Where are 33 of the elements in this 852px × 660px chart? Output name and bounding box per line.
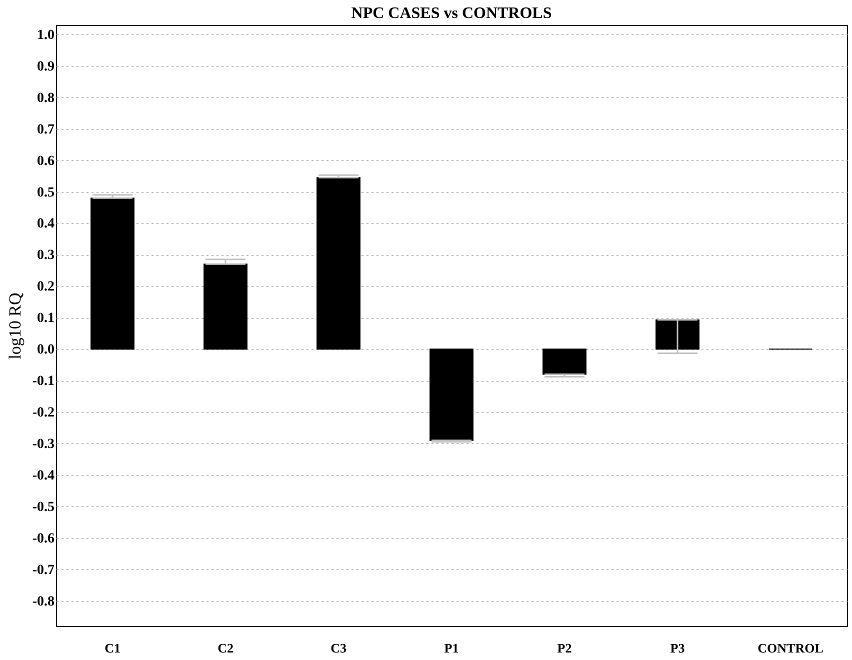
y-tick-label: 0.1 bbox=[37, 311, 54, 326]
x-tick-label: P3 bbox=[670, 640, 686, 656]
bar bbox=[430, 348, 474, 441]
y-tick-label: -0.1 bbox=[32, 374, 54, 390]
y-tick-label: 0.4 bbox=[37, 216, 54, 232]
bar bbox=[90, 198, 134, 350]
x-tick-label: CONTROL bbox=[758, 640, 824, 656]
x-tick-label: C1 bbox=[104, 640, 120, 656]
y-tick-label: -0.6 bbox=[32, 531, 54, 546]
x-tick-label: P1 bbox=[444, 640, 459, 656]
y-tick-label: 0.6 bbox=[37, 154, 54, 169]
chart-title: NPC CASES vs CONTROLS bbox=[351, 5, 552, 22]
x-tick-label: C3 bbox=[330, 640, 347, 656]
y-tick-label: -0.5 bbox=[32, 500, 54, 515]
y-tick-label: 0.3 bbox=[37, 248, 54, 264]
x-tick-label: C2 bbox=[218, 640, 234, 656]
bar bbox=[204, 264, 248, 350]
y-tick-label: 0.0 bbox=[37, 342, 54, 358]
y-tick-label: -0.7 bbox=[32, 562, 54, 578]
y-tick-label: 0.7 bbox=[37, 122, 54, 138]
x-tick-label: P2 bbox=[557, 640, 572, 656]
y-tick-label: 1.0 bbox=[37, 28, 54, 43]
y-tick-label: -0.2 bbox=[32, 406, 54, 421]
y-axis-title: log10 RQ bbox=[5, 292, 24, 360]
y-tick-label: -0.3 bbox=[32, 436, 54, 452]
bar bbox=[542, 348, 586, 375]
bar bbox=[316, 177, 360, 350]
y-tick-label: 0.5 bbox=[37, 185, 54, 200]
y-tick-label: 0.2 bbox=[37, 280, 54, 295]
y-tick-label: 0.9 bbox=[37, 59, 54, 74]
y-tick-label: 0.8 bbox=[37, 90, 54, 106]
y-tick-label: -0.4 bbox=[32, 468, 54, 484]
y-tick-label: -0.8 bbox=[32, 594, 54, 610]
